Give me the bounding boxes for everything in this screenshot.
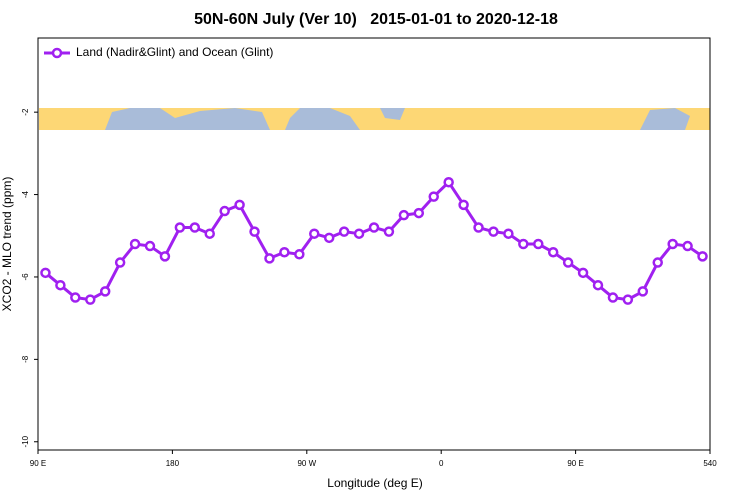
point <box>264 253 275 264</box>
line <box>44 180 704 302</box>
point <box>323 232 335 244</box>
x-tick-label: 90 W <box>297 459 316 468</box>
y-tick-label: -6 <box>21 273 30 281</box>
y-tick-label: -4 <box>21 190 30 198</box>
point <box>294 249 305 260</box>
point <box>458 199 469 211</box>
map-strip <box>39 108 710 130</box>
legend-marker <box>51 47 63 59</box>
y-tick-label: -10 <box>21 435 30 447</box>
x-tick-label: 90 E <box>30 459 46 468</box>
point <box>338 226 350 237</box>
point <box>533 238 544 250</box>
point <box>562 257 574 268</box>
point <box>428 191 439 202</box>
point <box>279 246 290 258</box>
point <box>637 286 649 297</box>
legend-label: Land (Nadir&Glint) and Ocean (Glint) <box>76 45 273 59</box>
point <box>652 257 663 268</box>
y-tick-label: -8 <box>21 355 30 363</box>
point <box>413 207 425 219</box>
point <box>114 257 126 268</box>
point <box>174 222 186 233</box>
point <box>99 286 111 297</box>
point <box>383 226 395 237</box>
x-tick-label: 540 <box>703 459 717 468</box>
x-axis-label: Longitude (deg E) <box>327 476 422 490</box>
point <box>577 267 589 279</box>
point <box>40 267 51 279</box>
point <box>249 226 260 237</box>
x-tick-label: 90 E <box>567 459 583 468</box>
point <box>667 238 678 250</box>
point <box>503 228 514 239</box>
point <box>144 240 156 252</box>
point <box>697 251 708 262</box>
point <box>518 238 529 250</box>
point <box>309 228 320 239</box>
point <box>55 279 66 291</box>
point <box>189 222 201 233</box>
point <box>398 209 410 221</box>
point <box>592 279 604 291</box>
point <box>443 176 454 188</box>
point <box>70 292 81 303</box>
chart-title: 50N-60N July (Ver 10) 2015-01-01 to 2020… <box>194 11 558 28</box>
point <box>85 294 96 305</box>
x-tick-label: 180 <box>166 459 180 468</box>
point <box>473 222 484 233</box>
point <box>547 246 559 258</box>
point <box>488 226 499 237</box>
point <box>682 240 693 252</box>
x-tick-label: 0 <box>439 459 444 468</box>
point <box>129 238 141 250</box>
point <box>204 228 215 239</box>
y-tick-label: -2 <box>21 108 30 116</box>
point <box>368 222 380 233</box>
point <box>607 292 619 303</box>
plot-frame <box>37 37 711 451</box>
point <box>622 294 634 305</box>
point <box>353 228 365 239</box>
point <box>219 205 230 217</box>
y-axis-label: XCO2 - MLO trend (ppm) <box>0 177 14 312</box>
point <box>159 251 171 262</box>
point <box>234 199 245 211</box>
